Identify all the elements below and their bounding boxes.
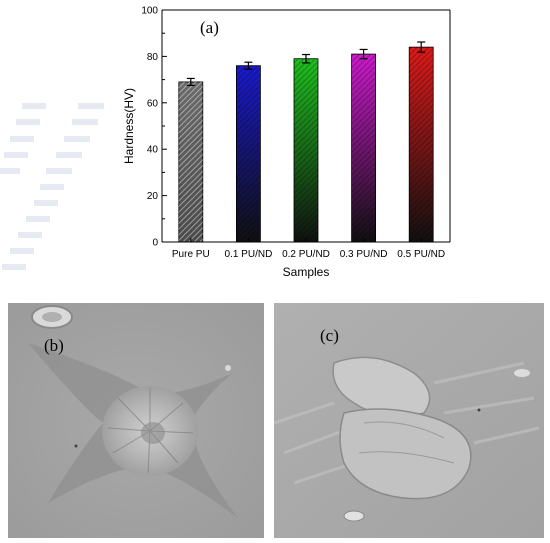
panel-label-c: (c)	[320, 326, 339, 345]
y-tick-label: 60	[147, 98, 159, 109]
x-ticks-layer: Pure PU 0.1 PU/ND 0.2 PU/ND 0.3 PU/ND 0.5 PU…	[172, 238, 445, 260]
y-tick-label: 40	[147, 145, 159, 156]
y-axis-title: Hardness(HV)	[122, 88, 136, 164]
bar-5	[408, 46, 434, 243]
error-bar-1	[186, 77, 195, 87]
bar-1	[178, 81, 204, 243]
bar-3	[293, 58, 319, 243]
error-bar-4	[359, 48, 368, 60]
x-tick-label: 0.5 PU/ND	[397, 249, 445, 260]
indentation-image-c	[274, 303, 544, 538]
faint-background-artifact	[0, 103, 104, 270]
error-bars-layer	[186, 41, 426, 87]
bar-2	[235, 65, 261, 243]
x-tick-label: 0.1 PU/ND	[225, 249, 273, 260]
micrograph-c: (c)	[274, 303, 544, 538]
y-ticks-layer: 0 20 40 60 80 100	[141, 6, 167, 249]
x-tick-label: 0.3 PU/ND	[340, 249, 388, 260]
x-tick-label: Pure PU	[172, 249, 210, 260]
indentation-image-b	[8, 303, 264, 538]
y-tick-label: 100	[141, 6, 158, 17]
bars-layer	[178, 46, 434, 243]
y-tick-label: 0	[152, 238, 158, 249]
y-tick-label: 80	[147, 52, 159, 63]
panel-label-b: (b)	[44, 336, 64, 355]
x-axis-title: Samples	[283, 265, 330, 279]
micrograph-b: (b)	[8, 303, 264, 538]
y-tick-label: 20	[147, 191, 159, 202]
error-bar-3	[302, 53, 310, 64]
error-bar-5	[417, 41, 426, 53]
x-tick-label: 0.2 PU/ND	[282, 249, 330, 260]
error-bar-2	[244, 61, 253, 70]
panel-label-a: (a)	[200, 18, 219, 37]
bar-4	[351, 53, 377, 243]
hardness-bar-chart: 0 20 40 60 80 100 Pure PU 0.1 PU/ND 0.2 PU/ND 0.…	[122, 6, 451, 279]
